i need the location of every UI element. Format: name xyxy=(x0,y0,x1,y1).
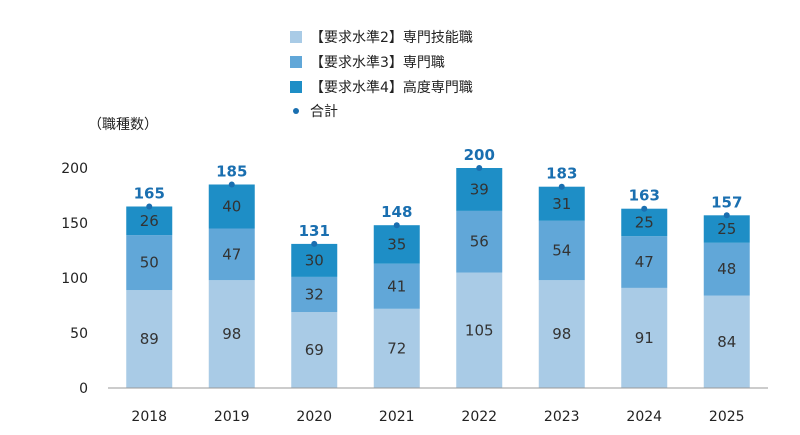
bar-segment xyxy=(621,236,668,288)
segment-value-label: 35 xyxy=(387,235,406,253)
total-marker xyxy=(641,205,648,212)
x-tick-label: 2018 xyxy=(131,409,167,425)
total-value-label: 131 xyxy=(299,222,330,240)
segment-value-label: 47 xyxy=(635,253,654,271)
segment-value-label: 72 xyxy=(387,339,406,357)
total-value-label: 185 xyxy=(216,163,247,181)
x-tick-label: 2022 xyxy=(461,409,497,425)
legend-label-2: 【要求水準3】専門職 xyxy=(310,55,445,71)
total-value-label: 165 xyxy=(134,185,165,203)
bar-segment xyxy=(538,186,585,221)
segment-value-label: 91 xyxy=(635,329,654,347)
segment-value-label: 105 xyxy=(465,321,494,339)
legend-total-marker xyxy=(293,108,299,114)
bar-segment xyxy=(621,208,668,237)
bar-segment xyxy=(621,287,668,388)
bar-segment xyxy=(291,312,338,388)
legend-label-total: 合計 xyxy=(310,104,338,120)
x-tick-label: 2023 xyxy=(544,409,580,425)
segment-value-label: 50 xyxy=(140,254,159,272)
x-tick-label: 2025 xyxy=(709,409,745,425)
x-tick-label: 2020 xyxy=(296,409,332,425)
segment-value-label: 26 xyxy=(140,212,159,230)
segment-value-label: 40 xyxy=(222,198,241,216)
segment-value-label: 98 xyxy=(222,325,241,343)
x-tick-label: 2021 xyxy=(379,409,415,425)
bar-segment xyxy=(703,295,750,388)
legend-swatch-1 xyxy=(290,31,302,43)
bar-segment xyxy=(126,235,173,291)
total-marker xyxy=(311,240,318,247)
segment-value-label: 98 xyxy=(552,325,571,343)
y-axis-ticks: 0 50 100 150 200 xyxy=(61,161,88,397)
bar-segment xyxy=(126,290,173,388)
y-tick-label: 150 xyxy=(61,216,88,232)
segment-value-label: 39 xyxy=(470,180,489,198)
segment-value-label: 47 xyxy=(222,245,241,263)
segment-value-label: 89 xyxy=(140,330,159,348)
bar-segment xyxy=(208,280,255,388)
y-tick-label: 0 xyxy=(79,381,88,397)
bar-segment xyxy=(208,228,255,281)
total-marker xyxy=(558,183,565,190)
bar-segment xyxy=(538,220,585,281)
bar-segment xyxy=(291,276,338,313)
bar-segment xyxy=(208,184,255,229)
legend-swatch-3 xyxy=(290,81,302,93)
y-tick-label: 100 xyxy=(61,271,88,287)
total-marker xyxy=(393,222,400,229)
segment-value-label: 41 xyxy=(387,277,406,295)
bar-segment xyxy=(538,280,585,388)
bar-segment xyxy=(291,243,338,277)
segment-value-label: 31 xyxy=(552,195,571,213)
segment-value-label: 84 xyxy=(717,333,736,351)
total-value-label: 200 xyxy=(464,146,495,164)
legend-label-1: 【要求水準2】専門技能職 xyxy=(310,30,473,46)
segment-value-label: 32 xyxy=(305,286,324,304)
bar-segment xyxy=(456,168,503,211)
legend-swatch-2 xyxy=(290,56,302,68)
segment-value-label: 54 xyxy=(552,242,571,260)
x-tick-label: 2019 xyxy=(214,409,250,425)
y-unit-label: （職種数） xyxy=(88,117,158,133)
segment-value-label: 25 xyxy=(717,220,736,238)
bar-segment xyxy=(456,272,503,388)
total-value-label: 148 xyxy=(381,203,412,221)
total-value-label: 157 xyxy=(711,193,742,211)
segment-value-label: 48 xyxy=(717,260,736,278)
total-marker xyxy=(476,165,483,171)
legend-label-3: 【要求水準4】高度専門職 xyxy=(310,79,473,96)
total-value-label: 163 xyxy=(629,187,660,205)
x-axis-ticks: 2018 2019 2020 2021 2022 2023 2024 2025 xyxy=(131,409,744,425)
total-marker xyxy=(723,212,730,219)
segment-value-label: 69 xyxy=(305,341,324,359)
bars: 89 50 26 98 47 40 69 32 30 72 41 35 105 56 39 98 54 31 91 4… xyxy=(126,168,750,388)
y-tick-label: 200 xyxy=(61,161,88,177)
bar-segment xyxy=(126,206,173,236)
total-markers: 165 185 131 148 200 183 163 157 xyxy=(134,146,742,247)
bar-segment xyxy=(373,225,420,264)
segment-value-label: 30 xyxy=(305,251,324,269)
bar-segment xyxy=(703,215,750,243)
bar-segment xyxy=(456,210,503,273)
bar-segment xyxy=(373,263,420,309)
total-value-label: 183 xyxy=(546,165,577,183)
bar-segment xyxy=(373,308,420,388)
total-marker xyxy=(146,203,153,210)
y-tick-label: 50 xyxy=(70,326,88,342)
bar-segment xyxy=(703,242,750,296)
x-tick-label: 2024 xyxy=(626,409,662,425)
segment-value-label: 56 xyxy=(470,233,489,251)
segment-value-label: 25 xyxy=(635,213,654,231)
total-marker xyxy=(228,181,235,188)
